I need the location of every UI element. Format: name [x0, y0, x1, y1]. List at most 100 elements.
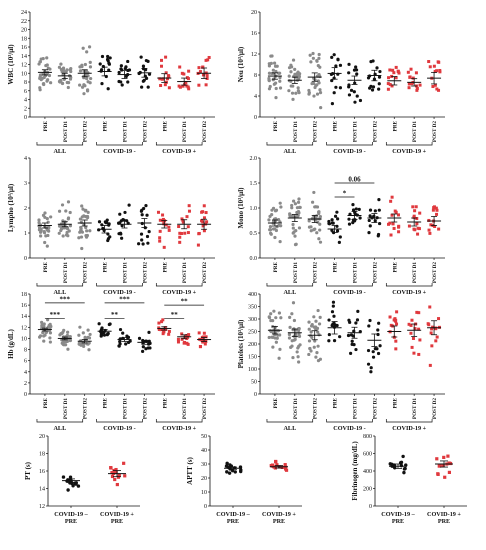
data-point	[356, 309, 360, 313]
y-tick-label: 12	[21, 63, 27, 69]
data-point	[433, 224, 437, 228]
data-point	[105, 218, 109, 222]
data-point	[336, 57, 340, 61]
x-tick-label: POST D1	[122, 398, 128, 419]
y-tick-label: 8	[24, 80, 27, 86]
data-point	[371, 59, 375, 63]
y-tick-label: 16	[39, 469, 45, 475]
group-bracket	[385, 283, 433, 287]
data-point	[161, 213, 165, 217]
data-point	[336, 217, 340, 221]
data-point	[270, 335, 274, 339]
data-point	[144, 58, 148, 63]
x-tick-label: PRE	[162, 120, 168, 131]
data-point	[61, 475, 66, 479]
data-point	[369, 366, 373, 370]
data-point	[332, 53, 336, 57]
data-point	[327, 332, 331, 337]
data-point	[293, 234, 297, 238]
data-point	[181, 220, 185, 224]
data-point	[316, 220, 320, 224]
data-point	[118, 231, 123, 235]
group-bracket	[96, 419, 143, 423]
data-point	[146, 85, 150, 89]
data-point	[447, 470, 452, 474]
data-point	[431, 85, 435, 89]
data-point	[204, 335, 208, 339]
data-point	[335, 210, 339, 214]
data-point	[337, 240, 341, 244]
data-point	[366, 362, 371, 366]
group-bracket	[385, 419, 433, 423]
data-point	[43, 73, 48, 78]
y-tick-label: 2	[24, 106, 27, 112]
data-point	[288, 325, 292, 329]
data-point	[296, 355, 300, 359]
data-point	[207, 55, 211, 59]
data-point	[358, 216, 362, 220]
data-point	[316, 344, 320, 348]
data-point	[161, 318, 165, 322]
data-point	[338, 86, 343, 90]
x-tick-label: COVID-19 + PRE	[262, 511, 296, 525]
significance-label: ***	[50, 311, 61, 319]
data-point	[309, 330, 313, 334]
data-point	[176, 337, 180, 341]
data-point	[388, 68, 392, 72]
data-point	[119, 67, 123, 71]
data-point	[160, 320, 164, 324]
data-point	[124, 65, 128, 69]
group-bracket	[155, 283, 203, 287]
x-tick-label: POST D2	[202, 398, 208, 419]
data-point	[287, 74, 291, 78]
data-point	[287, 66, 292, 70]
y-tick-label: 0	[254, 392, 257, 398]
data-point	[63, 339, 67, 344]
data-point	[307, 327, 311, 331]
data-point	[289, 70, 293, 74]
data-point	[205, 76, 209, 80]
data-point	[428, 65, 432, 69]
data-point	[45, 56, 49, 60]
data-point	[267, 218, 271, 222]
data-point	[121, 331, 125, 335]
data-point	[312, 190, 316, 195]
data-point	[118, 342, 122, 346]
data-point	[119, 64, 123, 68]
y-tick-label: 18	[21, 36, 27, 42]
data-point	[117, 70, 121, 75]
data-point	[148, 346, 152, 350]
x-tick-label: PRE	[273, 120, 279, 131]
data-point	[316, 64, 320, 68]
data-point	[316, 359, 321, 363]
data-point	[413, 327, 417, 331]
x-tick-label: POST D2	[313, 262, 319, 283]
data-point	[314, 355, 318, 359]
data-point	[100, 326, 104, 330]
data-point	[402, 467, 407, 471]
data-point	[409, 331, 413, 335]
data-point	[108, 322, 112, 326]
data-point	[157, 326, 161, 330]
data-point	[317, 322, 322, 326]
y-tick-label: 20	[201, 476, 207, 482]
y-tick-label: 0.0	[250, 256, 258, 262]
data-point	[143, 68, 148, 72]
data-point	[88, 60, 92, 64]
data-point	[317, 56, 321, 60]
data-point	[354, 321, 358, 325]
data-point	[392, 71, 396, 75]
x-tick-label: PRE	[273, 397, 279, 408]
data-point	[186, 231, 190, 235]
y-tick-label: 150	[248, 355, 257, 361]
data-point	[394, 347, 398, 351]
data-point	[332, 321, 336, 325]
x-tick-label: POST D2	[142, 121, 148, 142]
data-point	[43, 215, 47, 219]
data-point	[437, 227, 441, 231]
y-tick-label: 400	[363, 469, 372, 475]
data-point	[107, 223, 111, 227]
data-point	[180, 217, 184, 221]
data-point	[377, 75, 382, 79]
data-point	[416, 232, 420, 236]
